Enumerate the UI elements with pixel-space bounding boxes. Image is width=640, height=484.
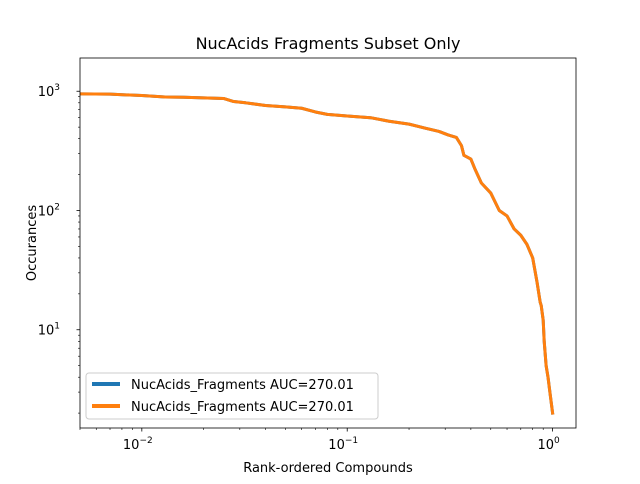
x-tick-label-base: 10 <box>123 438 140 453</box>
x-tick-label: 100 <box>537 436 560 453</box>
legend-label-series-1: NucAcids_Fragments AUC=270.01 <box>131 378 354 393</box>
x-tick-label-exponent: −2 <box>139 436 152 446</box>
x-tick-label-base: 10 <box>537 438 554 453</box>
y-tick-label-exponent: 2 <box>54 202 60 212</box>
y-tick-label: 103 <box>38 83 60 100</box>
y-tick-label-exponent: 3 <box>54 83 60 93</box>
y-tick-label: 102 <box>38 202 60 219</box>
y-axis-label: Occurances <box>25 205 40 281</box>
y-tick-label: 101 <box>38 322 60 339</box>
x-tick-label-exponent: −1 <box>345 436 358 446</box>
series-layer <box>80 92 555 415</box>
x-axis: 10−2 10−1 100 <box>79 428 560 453</box>
y-tick-label-base: 10 <box>38 204 55 219</box>
x-tick-label-base: 10 <box>328 438 345 453</box>
x-tick-label-exponent: 0 <box>554 436 560 446</box>
plot-area <box>79 57 577 429</box>
legend: NucAcids_Fragments AUC=270.01 NucAcids_F… <box>85 372 379 420</box>
y-tick-label-exponent: 1 <box>54 322 60 332</box>
chart-title: NucAcids Fragments Subset Only <box>196 34 461 53</box>
y-tick-label-base: 10 <box>38 85 55 100</box>
legend-box <box>85 372 379 420</box>
x-tick-label: 10−2 <box>123 436 153 453</box>
x-tick-label: 10−1 <box>328 436 358 453</box>
x-axis-label: Rank-ordered Compounds <box>243 461 413 476</box>
series-line-2 <box>80 92 555 415</box>
legend-label-series-2: NucAcids_Fragments AUC=270.01 <box>131 400 354 415</box>
plot-frame <box>79 57 577 429</box>
y-tick-label-base: 10 <box>38 324 55 339</box>
